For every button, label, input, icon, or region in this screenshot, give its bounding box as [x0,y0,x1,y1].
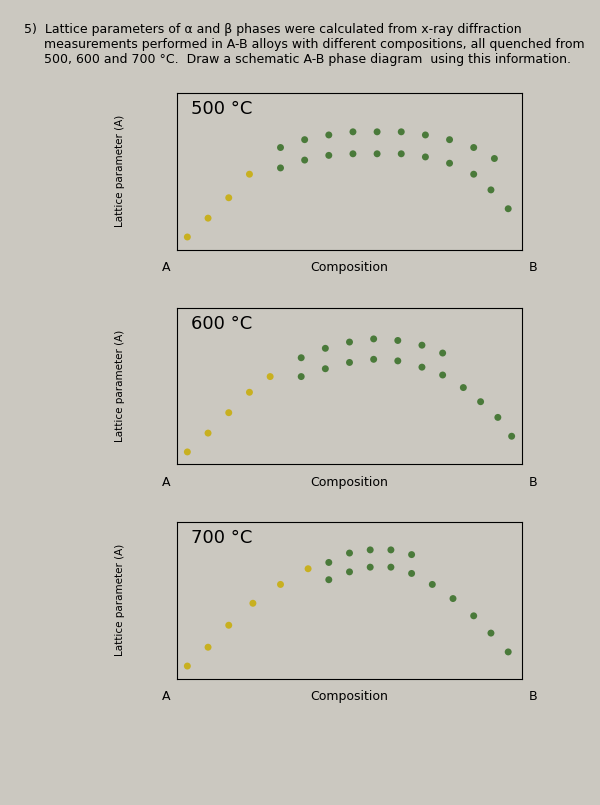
Point [275,162,285,175]
Point [265,370,275,383]
Point [324,129,334,142]
Point [324,573,334,586]
Text: B: B [529,690,537,703]
Point [448,592,458,605]
Point [300,133,310,147]
Point [507,430,517,443]
Text: Lattice parameter (A): Lattice parameter (A) [115,115,125,227]
Point [203,641,213,654]
Point [303,563,313,576]
Point [372,147,382,160]
Point [445,133,454,147]
Point [386,561,395,574]
Point [182,445,192,458]
Text: 500 °C: 500 °C [191,101,252,118]
Text: A: A [162,261,170,274]
Text: A: A [162,476,170,489]
Point [469,609,478,622]
Point [245,167,254,180]
Point [300,154,310,167]
Point [344,336,354,349]
Point [320,362,330,375]
Point [224,192,233,204]
Point [407,567,416,580]
Point [344,356,354,369]
Point [386,543,395,556]
Point [486,626,496,639]
Point [469,141,478,154]
Point [324,556,334,569]
Point [486,184,496,196]
Text: Composition: Composition [311,261,388,274]
Text: B: B [529,261,537,274]
Point [182,230,192,243]
Point [421,151,430,163]
Point [344,547,354,559]
Point [417,339,427,352]
Point [503,646,513,658]
Text: 700 °C: 700 °C [191,530,252,547]
Point [365,561,375,574]
Point [369,353,379,365]
Text: Lattice parameter (A): Lattice parameter (A) [115,544,125,656]
Point [248,597,258,609]
Point [397,126,406,138]
Point [369,332,379,345]
Point [324,149,334,162]
Point [427,578,437,591]
Point [224,619,233,632]
Point [182,659,192,672]
Point [438,347,448,360]
Point [397,147,406,160]
Point [203,212,213,225]
Text: Lattice parameter (A): Lattice parameter (A) [115,330,125,442]
Point [393,334,403,347]
Text: 5)  Lattice parameters of α and β phases were calculated from x-ray diffraction
: 5) Lattice parameters of α and β phases … [24,23,584,65]
Text: 600 °C: 600 °C [191,316,252,333]
Point [490,152,499,165]
Point [407,548,416,561]
Point [503,202,513,215]
Text: A: A [162,690,170,703]
Point [348,147,358,160]
Point [445,157,454,170]
Point [296,351,306,364]
Point [348,126,358,138]
Point [296,370,306,383]
Point [476,395,485,408]
Point [203,427,213,440]
Point [320,342,330,355]
Point [421,129,430,142]
Point [224,407,233,419]
Point [438,369,448,382]
Point [417,361,427,374]
Point [275,141,285,154]
Point [344,565,354,578]
Point [469,167,478,180]
Point [365,543,375,556]
Point [493,411,503,423]
Point [245,386,254,398]
Point [393,354,403,367]
Text: B: B [529,476,537,489]
Text: Composition: Composition [311,690,388,703]
Point [372,126,382,138]
Point [275,578,285,591]
Text: Composition: Composition [311,476,388,489]
Point [458,381,468,394]
